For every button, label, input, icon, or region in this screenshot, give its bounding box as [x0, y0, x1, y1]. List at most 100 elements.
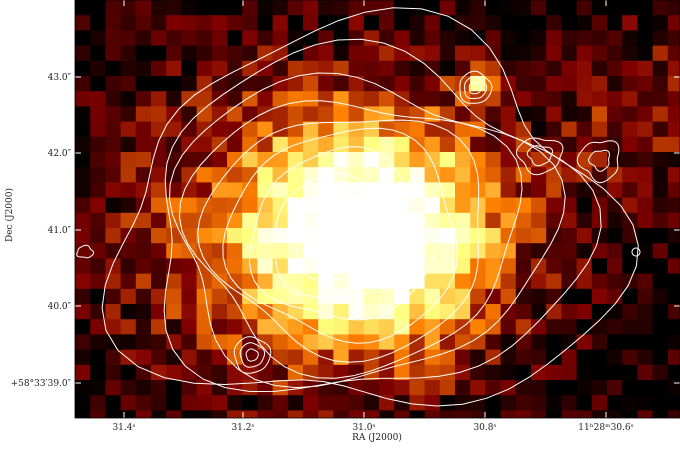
pixel: [515, 304, 532, 320]
pixel: [211, 364, 228, 381]
pixel: [485, 349, 502, 366]
pixel: [272, 273, 289, 290]
pixel: [409, 243, 426, 259]
pixel: [622, 182, 638, 199]
pixel: [667, 380, 680, 396]
pixel: [561, 364, 578, 381]
pixel: [90, 364, 106, 381]
pixel: [424, 380, 441, 396]
pixel: [394, 60, 410, 77]
pixel: [166, 76, 182, 92]
pixel: [196, 273, 213, 290]
pixel: [667, 364, 680, 381]
pixel: [622, 319, 638, 335]
pixel: [287, 410, 304, 418]
pixel: [333, 136, 350, 153]
pixel: [318, 410, 334, 418]
pixel: [409, 288, 426, 305]
pixel: [272, 91, 289, 107]
pixel: [379, 304, 395, 320]
pixel: [485, 395, 502, 411]
pixel: [652, 0, 669, 16]
pixel: [363, 106, 380, 123]
pixel: [303, 410, 319, 418]
pixel: [272, 334, 289, 351]
pixel: [75, 0, 91, 16]
pixel: [379, 30, 395, 47]
pixel: [409, 15, 426, 31]
pixel: [409, 167, 426, 183]
pixel: [561, 349, 578, 366]
pixel: [652, 182, 669, 199]
pixel: [652, 380, 669, 396]
pixel: [211, 228, 228, 244]
pixel: [455, 182, 471, 199]
pixel: [667, 258, 680, 275]
x-tick-label: 31.0ˢ: [352, 423, 375, 433]
pixel: [470, 0, 486, 16]
pixel: [303, 304, 319, 320]
x-tick-label: 31.4ˢ: [112, 423, 135, 433]
pixel: [546, 273, 562, 290]
pixel: [211, 197, 228, 214]
pixel: [652, 304, 669, 320]
pixel: [576, 15, 593, 31]
pixel: [90, 334, 106, 351]
pixel: [546, 136, 562, 153]
pixel: [652, 15, 669, 31]
pixel: [348, 410, 365, 418]
pixel: [272, 15, 289, 31]
pixel: [546, 243, 562, 259]
pixel: [135, 121, 152, 138]
pixel: [363, 212, 380, 229]
pixel: [500, 30, 517, 47]
pixel: [257, 167, 274, 183]
pixel: [90, 243, 106, 259]
pixel: [667, 152, 680, 168]
pixel: [227, 304, 243, 320]
pixel: [515, 60, 532, 77]
pixel: [181, 410, 198, 418]
pixel: [272, 152, 289, 168]
pixel: [576, 212, 593, 229]
pixel: [546, 45, 562, 62]
pixel: [333, 380, 350, 396]
pixel: [166, 60, 182, 77]
pixel: [439, 0, 456, 16]
pixel: [303, 106, 319, 123]
pixel: [333, 0, 350, 16]
pixel: [196, 0, 213, 16]
pixel: [211, 30, 228, 47]
pixel: [211, 304, 228, 320]
pixel: [287, 60, 304, 77]
pixel: [546, 76, 562, 92]
pixel: [394, 395, 410, 411]
pixel: [90, 395, 106, 411]
contours: [76, 7, 641, 407]
pixel: [500, 106, 517, 123]
pixel: [667, 334, 680, 351]
pixel: [227, 364, 243, 381]
pixel: [531, 212, 547, 229]
pixel: [455, 304, 471, 320]
pixel: [257, 15, 274, 31]
pixel: [667, 106, 680, 123]
pixel: [637, 273, 654, 290]
pixel: [622, 364, 638, 381]
pixel: [531, 167, 547, 183]
pixel: [591, 136, 608, 153]
pixel: [546, 410, 562, 418]
pixel: [242, 273, 258, 290]
pixel: [181, 30, 198, 47]
pixel: [515, 30, 532, 47]
pixel: [105, 212, 122, 229]
pixel: [652, 136, 669, 153]
pixel: [363, 197, 380, 214]
pixel: [166, 212, 182, 229]
pixel: [151, 45, 167, 62]
pixel: [546, 258, 562, 275]
pixel: [561, 15, 578, 31]
pixel: [287, 152, 304, 168]
pixel: [591, 319, 608, 335]
pixel: [637, 152, 654, 168]
